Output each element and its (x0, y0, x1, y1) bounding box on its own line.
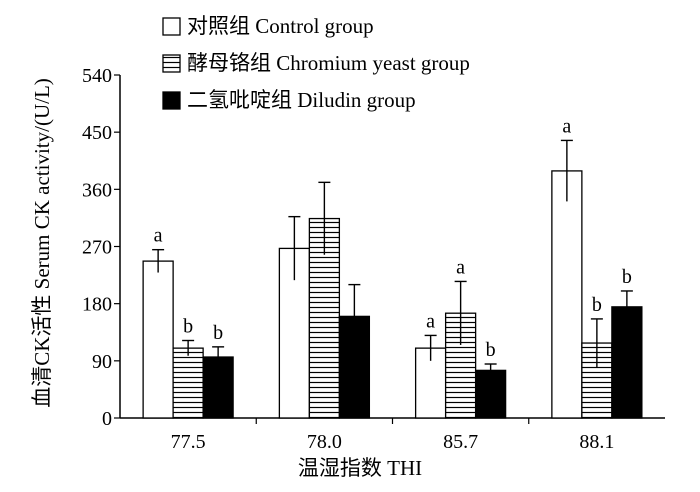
bar (172, 347, 204, 419)
y-tick-label: 180 (82, 294, 112, 316)
x-tick-label: 78.0 (307, 431, 342, 453)
x-tick-label: 85.7 (443, 431, 478, 453)
y-axis-title: 血清CK活性 Serum CK activity/(U/L) (30, 78, 54, 408)
legend-swatch (162, 54, 181, 73)
significance-label: a (456, 256, 465, 278)
bar (142, 260, 174, 419)
x-tick-label: 77.5 (171, 431, 206, 453)
significance-label: a (154, 225, 163, 247)
y-tick-label: 450 (82, 122, 112, 144)
bar (338, 315, 371, 419)
legend: 对照组 Control group 酵母铬组 Chromium yeast gro… (162, 14, 470, 112)
bar (611, 306, 643, 419)
x-tick-label: 88.1 (579, 431, 614, 453)
x-axis-title: 温湿指数 THI (298, 456, 422, 480)
legend-label: 酵母铬组 Chromium yeast group (187, 51, 470, 75)
bar (202, 356, 234, 419)
significance-label: b (213, 322, 223, 344)
y-tick-label: 90 (92, 351, 112, 373)
y-tick-label: 540 (82, 65, 112, 87)
significance-label: b (486, 339, 496, 361)
legend-swatch (162, 17, 181, 36)
significance-label: b (592, 294, 602, 316)
significance-label: a (562, 115, 571, 137)
y-tick-label: 0 (102, 408, 112, 430)
axes: 0 90 180 270 360 450 540 77.5 78.0 85.7 88.1 (82, 65, 665, 453)
bar (551, 170, 583, 419)
y-tick-label: 360 (82, 179, 112, 201)
legend-label: 对照组 Control group (187, 14, 374, 38)
legend-label: 二氢吡啶组 Diludin group (187, 88, 416, 112)
significance-label: b (183, 316, 193, 338)
legend-swatch (162, 91, 181, 110)
significance-label: a (426, 310, 435, 332)
bar (474, 369, 507, 419)
y-tick-label: 270 (82, 237, 112, 259)
significance-label: b (622, 266, 632, 288)
